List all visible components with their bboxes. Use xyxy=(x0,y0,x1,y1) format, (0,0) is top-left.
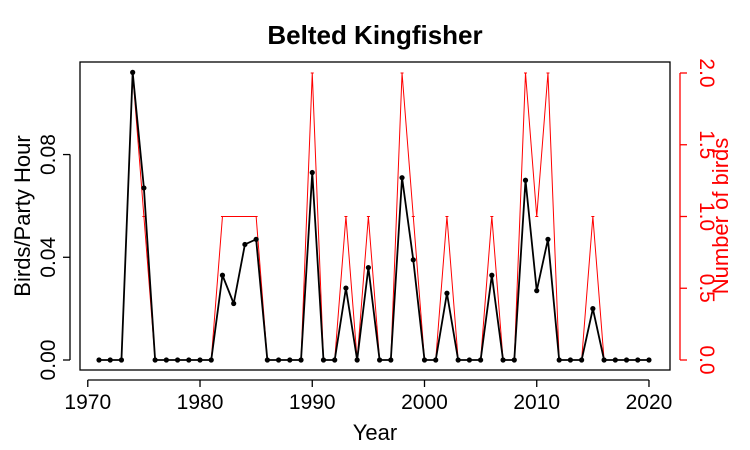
data-point xyxy=(511,357,517,363)
x-tick-label: 2000 xyxy=(401,391,448,414)
data-point xyxy=(522,177,529,183)
series-birds-per-party-hour xyxy=(96,69,652,363)
data-point xyxy=(197,357,203,363)
data-point xyxy=(354,357,360,363)
y-tick-label: 0.00 xyxy=(37,340,60,381)
x-tick-label: 1970 xyxy=(64,391,111,414)
plot-frame xyxy=(79,61,671,371)
data-point xyxy=(421,357,428,363)
data-point xyxy=(253,236,259,242)
data-point xyxy=(298,357,304,363)
data-point xyxy=(556,357,562,363)
y2-tick-label: 1.0 xyxy=(695,202,718,231)
y-axis-right: 0.0 0.5 1.0 1.5 2.0 xyxy=(679,58,718,375)
data-point xyxy=(399,175,405,181)
data-point xyxy=(478,357,484,363)
y-axis-left: 0.00 0.04 0.08 xyxy=(37,134,71,381)
y2-tick-label: 0.0 xyxy=(695,345,718,374)
data-point xyxy=(534,288,540,294)
chart-title: Belted Kingfisher xyxy=(267,20,482,50)
data-point xyxy=(186,357,192,363)
data-point xyxy=(343,285,349,291)
y-tick-label: 0.08 xyxy=(37,134,60,175)
data-point xyxy=(590,306,596,312)
data-point xyxy=(287,357,293,363)
data-point xyxy=(635,357,641,363)
data-point xyxy=(388,357,394,363)
data-point xyxy=(500,357,506,363)
data-point xyxy=(444,290,450,296)
data-point xyxy=(579,357,585,363)
data-point xyxy=(601,357,607,363)
data-point xyxy=(377,357,383,363)
x-axis-label: Year xyxy=(353,420,397,445)
data-point xyxy=(275,357,282,363)
data-point xyxy=(163,357,169,363)
data-point xyxy=(118,357,125,363)
data-point xyxy=(365,264,371,271)
x-tick-label: 1980 xyxy=(177,391,224,414)
y-axis-label: Birds/Party Hour xyxy=(10,135,35,296)
data-point xyxy=(107,357,113,363)
data-point xyxy=(231,300,237,307)
data-point xyxy=(264,357,270,363)
data-point xyxy=(433,357,439,363)
data-point xyxy=(152,357,158,363)
y2-axis-label: Number of birds xyxy=(708,138,733,295)
x-tick-label: 2020 xyxy=(626,391,673,414)
data-point xyxy=(309,169,315,176)
data-point xyxy=(219,272,226,278)
y2-tick-label: 1.5 xyxy=(695,130,718,159)
data-point xyxy=(141,185,147,191)
data-point xyxy=(96,357,102,363)
data-point xyxy=(567,357,574,363)
data-point xyxy=(646,357,652,363)
y2-tick-label: 2.0 xyxy=(695,58,718,87)
y-tick-label: 0.04 xyxy=(37,237,60,278)
birds-per-party-hour-line xyxy=(99,71,649,361)
x-tick-label: 2010 xyxy=(513,391,560,414)
data-point xyxy=(623,357,630,363)
data-point xyxy=(130,69,136,75)
data-point xyxy=(208,357,214,363)
data-point xyxy=(489,272,495,278)
data-point xyxy=(410,257,416,263)
data-point xyxy=(545,236,551,242)
y2-tick-label: 0.5 xyxy=(695,274,718,303)
x-axis: 1970 1980 1990 2000 2010 2020 xyxy=(64,379,673,414)
data-point xyxy=(242,241,248,248)
data-point xyxy=(455,357,461,363)
data-point xyxy=(466,357,472,363)
data-point xyxy=(320,357,327,363)
data-point xyxy=(174,357,181,363)
data-point xyxy=(332,357,338,363)
data-point xyxy=(612,357,618,363)
x-tick-label: 1990 xyxy=(289,391,336,414)
